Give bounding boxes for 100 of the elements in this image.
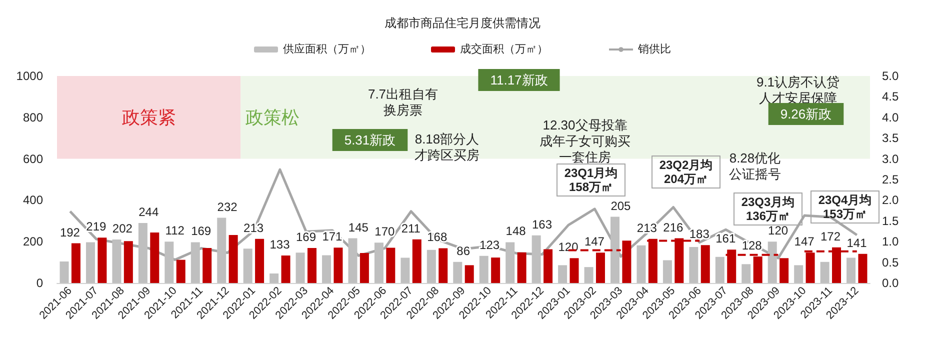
bar bbox=[202, 248, 212, 283]
bar bbox=[281, 255, 290, 283]
annotation: 23Q4月均153万㎡ bbox=[818, 193, 872, 221]
bar bbox=[584, 267, 594, 283]
y-tick-label: 1000 bbox=[16, 69, 44, 83]
bar bbox=[544, 249, 553, 283]
data-label: 86 bbox=[456, 244, 470, 258]
annotation: 23Q1月均158万㎡ bbox=[564, 166, 618, 194]
bar bbox=[558, 265, 568, 283]
data-label: 147 bbox=[584, 234, 605, 249]
chart-title: 成都市商品住宅月度供需情况 bbox=[384, 16, 540, 30]
data-label: 169 bbox=[191, 224, 212, 238]
annotation: 9.26新政 bbox=[780, 106, 832, 122]
bar bbox=[491, 258, 500, 283]
y2-tick-label: 4.5 bbox=[882, 90, 900, 104]
bar bbox=[217, 218, 226, 283]
bar bbox=[255, 238, 264, 283]
data-label: 147 bbox=[794, 234, 815, 249]
data-label: 183 bbox=[689, 227, 710, 242]
data-label: 120 bbox=[768, 224, 788, 238]
band-label: 政策松 bbox=[246, 107, 300, 128]
y2-tick-label: 5.0 bbox=[882, 69, 900, 83]
bar bbox=[386, 248, 396, 283]
bar bbox=[636, 245, 646, 283]
bar bbox=[412, 239, 422, 283]
bar bbox=[846, 258, 856, 283]
y2-tick-label: 0.0 bbox=[882, 276, 900, 290]
bar bbox=[517, 252, 526, 283]
bar bbox=[164, 242, 174, 283]
y2-tick-label: 0.5 bbox=[882, 255, 900, 270]
data-label: 133 bbox=[270, 237, 290, 252]
bar bbox=[479, 256, 488, 283]
bar bbox=[662, 260, 672, 283]
annotation: 8.28优化公证摇号 bbox=[729, 150, 781, 182]
bar bbox=[464, 265, 474, 283]
bar bbox=[794, 265, 804, 283]
data-label: 232 bbox=[217, 200, 238, 214]
bar bbox=[71, 243, 80, 283]
bar bbox=[296, 252, 305, 283]
y2-tick-label: 1.0 bbox=[882, 234, 900, 249]
bar bbox=[334, 248, 343, 283]
bar bbox=[190, 242, 200, 283]
data-label: 123 bbox=[480, 238, 500, 252]
data-label: 163 bbox=[532, 217, 552, 232]
bar bbox=[374, 242, 384, 283]
data-label: 244 bbox=[138, 204, 159, 219]
bar bbox=[780, 258, 789, 283]
y2-tick-label: 3.5 bbox=[882, 131, 900, 146]
data-label: 219 bbox=[86, 220, 107, 234]
bar bbox=[532, 235, 541, 283]
bar bbox=[60, 261, 69, 283]
legend-label: 成交面积（万㎡） bbox=[460, 42, 548, 56]
y-tick-label: 200 bbox=[22, 234, 44, 249]
data-label: 172 bbox=[820, 229, 841, 244]
y2-tick-label: 3.0 bbox=[882, 152, 900, 166]
data-label: 202 bbox=[112, 222, 133, 236]
data-label: 169 bbox=[296, 230, 316, 244]
bar bbox=[322, 255, 332, 283]
data-label: 213 bbox=[636, 220, 658, 235]
bar bbox=[112, 240, 122, 283]
bar bbox=[426, 250, 436, 283]
data-label: 148 bbox=[506, 224, 526, 238]
annotation: 5.31新政 bbox=[344, 132, 396, 148]
bar bbox=[360, 252, 369, 283]
y2-tick-label: 1.5 bbox=[882, 214, 900, 228]
legend-label: 销供比 bbox=[637, 42, 671, 56]
annotation: 11.17新政 bbox=[490, 72, 548, 88]
y-tick-label: 0 bbox=[36, 276, 44, 290]
data-label: 213 bbox=[244, 220, 264, 235]
y-tick-label: 800 bbox=[22, 110, 44, 124]
bar bbox=[243, 248, 252, 283]
y2-tick-label: 2.0 bbox=[882, 193, 900, 208]
bar bbox=[138, 222, 148, 283]
bar bbox=[307, 248, 316, 283]
y-tick-label: 400 bbox=[22, 193, 44, 208]
y-tick-label: 600 bbox=[22, 152, 44, 166]
bar bbox=[742, 264, 751, 283]
bar bbox=[506, 242, 515, 283]
annotation: 23Q3月均136万㎡ bbox=[741, 195, 795, 223]
annotation: 12.30父母投靠成年子女可购买一套住房 bbox=[540, 118, 630, 164]
data-label: 141 bbox=[846, 236, 868, 250]
bar bbox=[150, 232, 160, 283]
data-label: 211 bbox=[401, 221, 421, 236]
bar bbox=[700, 245, 710, 283]
bar bbox=[610, 216, 620, 283]
data-label: 161 bbox=[716, 232, 736, 246]
annotation: 7.7出租自有换房票 bbox=[368, 86, 438, 118]
data-label: 205 bbox=[610, 198, 632, 213]
data-label: 128 bbox=[742, 238, 762, 253]
bar bbox=[176, 260, 186, 283]
bar bbox=[98, 238, 107, 283]
bar bbox=[400, 258, 410, 283]
bar bbox=[124, 241, 133, 283]
data-label: 168 bbox=[427, 230, 448, 244]
legend-label: 供应面积（万㎡） bbox=[283, 42, 371, 56]
bar bbox=[820, 262, 830, 283]
bar bbox=[689, 246, 698, 283]
annotation: 8.18部分人才跨区买房 bbox=[414, 132, 480, 162]
data-label: 112 bbox=[165, 224, 185, 238]
data-label: 216 bbox=[663, 220, 684, 234]
